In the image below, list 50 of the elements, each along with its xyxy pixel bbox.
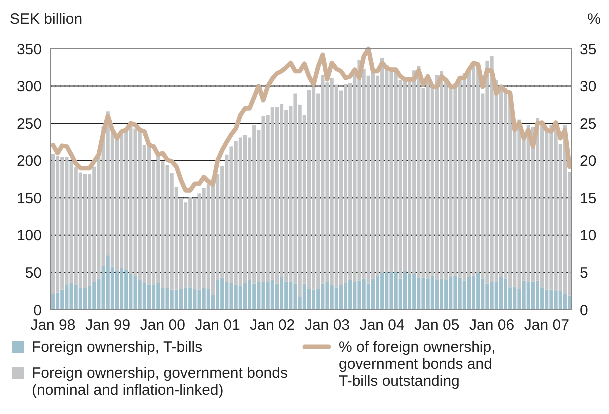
x-tick-label: Jan 04 — [360, 317, 405, 334]
legend-label: % of foreign ownership, government bonds and T-bills outstanding — [339, 339, 496, 390]
y2-tick-label: 25 — [580, 116, 597, 133]
bar — [51, 294, 56, 310]
bar — [147, 284, 152, 310]
y-tick-label: 300 — [16, 78, 42, 96]
x-tick-label: Jan 02 — [250, 317, 296, 334]
line-series — [50, 46, 572, 193]
y2-axis-title: % — [588, 11, 601, 28]
bar — [408, 274, 412, 310]
y2-tick-label: 0 — [580, 302, 588, 320]
x-tick-label: Jan 05 — [414, 317, 460, 334]
y-tick-label: 0 — [34, 302, 42, 320]
bar — [179, 289, 184, 310]
bar — [83, 174, 88, 288]
y-tick-label: 250 — [16, 116, 42, 133]
legend-label: Foreign ownership, government bonds (nominal and inflation-linked) — [32, 365, 288, 399]
bar — [568, 296, 572, 310]
legend-label: Foreign ownership, T-bills — [32, 339, 203, 356]
bar — [440, 71, 444, 279]
x-tick-label: Jan 07 — [524, 317, 570, 334]
y2-tick-label: 5 — [580, 264, 588, 282]
y-tick-label: 50 — [25, 264, 42, 282]
x-tick-label: Jan 98 — [30, 317, 76, 334]
bar — [211, 178, 216, 296]
y2-tick-label: 10 — [580, 228, 597, 245]
bar — [472, 276, 476, 310]
bar — [51, 154, 56, 294]
x-tick-label: Jan 01 — [195, 317, 240, 334]
y-tick-label: 350 — [16, 41, 42, 58]
y-tick-label: 100 — [16, 228, 42, 245]
y-axis-title: SEK billion — [10, 11, 83, 28]
y2-tick-label: 20 — [580, 153, 597, 170]
bar — [83, 288, 88, 310]
x-tick-label: Jan 03 — [304, 317, 350, 334]
bar — [243, 136, 248, 284]
y2-tick-label: 15 — [580, 190, 597, 208]
x-tick-label: Jan 00 — [140, 317, 186, 334]
bar — [504, 278, 508, 310]
y-tick-label: 150 — [16, 190, 42, 208]
bar — [376, 276, 380, 310]
y-tick-label: 200 — [16, 153, 42, 170]
bar — [536, 280, 540, 310]
bar — [440, 278, 444, 310]
bar — [147, 146, 152, 285]
bar — [243, 283, 248, 310]
x-tick-label: Jan 99 — [86, 317, 131, 334]
y2-tick-label: 35 — [580, 41, 597, 58]
y2-tick-label: 30 — [580, 78, 597, 96]
x-tick-label: Jan 06 — [470, 317, 515, 334]
